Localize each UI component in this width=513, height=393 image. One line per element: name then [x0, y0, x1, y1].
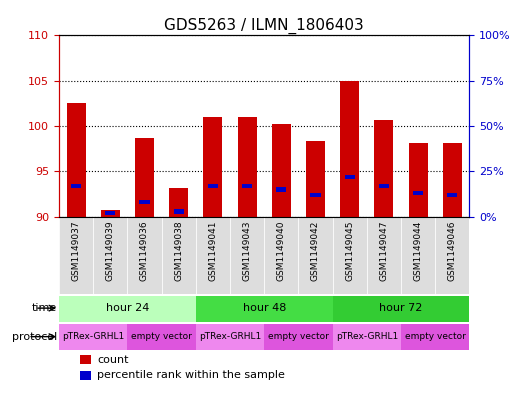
Text: count: count	[97, 354, 129, 365]
Text: percentile rank within the sample: percentile rank within the sample	[97, 370, 285, 380]
Bar	[162, 217, 196, 294]
Text: empty vector: empty vector	[268, 332, 329, 341]
Bar	[332, 296, 469, 321]
Bar	[409, 143, 427, 217]
Bar	[272, 124, 291, 217]
Text: empty vector: empty vector	[405, 332, 466, 341]
Bar	[238, 117, 256, 217]
Text: pTRex-GRHL1: pTRex-GRHL1	[62, 332, 124, 341]
Text: GSM1149041: GSM1149041	[208, 220, 218, 281]
Bar	[413, 191, 423, 195]
Bar	[299, 217, 332, 294]
Text: time: time	[32, 303, 57, 313]
Text: pTRex-GRHL1: pTRex-GRHL1	[199, 332, 261, 341]
Text: hour 72: hour 72	[379, 303, 423, 313]
Text: hour 24: hour 24	[106, 303, 149, 313]
Bar	[204, 117, 222, 217]
Bar	[443, 143, 462, 217]
Bar	[306, 141, 325, 217]
Bar	[340, 81, 359, 217]
Bar	[367, 217, 401, 294]
Bar	[169, 188, 188, 217]
Bar	[230, 217, 264, 294]
Bar	[332, 324, 401, 350]
Bar	[345, 174, 355, 179]
Bar	[208, 184, 218, 188]
Text: hour 48: hour 48	[243, 303, 286, 313]
Title: GDS5263 / ILMN_1806403: GDS5263 / ILMN_1806403	[164, 18, 364, 34]
Text: GSM1149039: GSM1149039	[106, 220, 115, 281]
Bar	[196, 217, 230, 294]
Text: GSM1149045: GSM1149045	[345, 220, 354, 281]
Text: GSM1149037: GSM1149037	[72, 220, 81, 281]
Bar	[401, 324, 469, 350]
Bar	[80, 371, 91, 380]
Bar	[135, 138, 154, 217]
Bar	[59, 217, 93, 294]
Bar	[59, 296, 196, 321]
Bar	[332, 217, 367, 294]
Text: GSM1149046: GSM1149046	[448, 220, 457, 281]
Bar	[310, 193, 321, 197]
Text: GSM1149040: GSM1149040	[277, 220, 286, 281]
Bar	[71, 184, 81, 188]
Bar	[80, 355, 91, 364]
Bar	[140, 200, 150, 204]
Bar	[276, 187, 286, 192]
Bar	[59, 324, 127, 350]
Bar	[264, 324, 332, 350]
Bar	[447, 193, 458, 197]
Text: GSM1149036: GSM1149036	[140, 220, 149, 281]
Bar	[374, 120, 393, 217]
Bar	[173, 209, 184, 213]
Bar	[196, 324, 264, 350]
Bar	[105, 211, 115, 215]
Bar	[67, 103, 86, 217]
Bar	[196, 296, 332, 321]
Bar	[93, 217, 127, 294]
Bar	[101, 210, 120, 217]
Text: GSM1149044: GSM1149044	[413, 220, 423, 281]
Bar	[127, 217, 162, 294]
Text: GSM1149042: GSM1149042	[311, 220, 320, 281]
Bar	[379, 184, 389, 188]
Text: empty vector: empty vector	[131, 332, 192, 341]
Bar	[242, 184, 252, 188]
Text: GSM1149043: GSM1149043	[243, 220, 251, 281]
Bar	[264, 217, 299, 294]
Bar	[435, 217, 469, 294]
Bar	[401, 217, 435, 294]
Text: pTRex-GRHL1: pTRex-GRHL1	[336, 332, 398, 341]
Text: GSM1149038: GSM1149038	[174, 220, 183, 281]
Text: GSM1149047: GSM1149047	[380, 220, 388, 281]
Text: protocol: protocol	[12, 332, 57, 342]
Bar	[127, 324, 196, 350]
